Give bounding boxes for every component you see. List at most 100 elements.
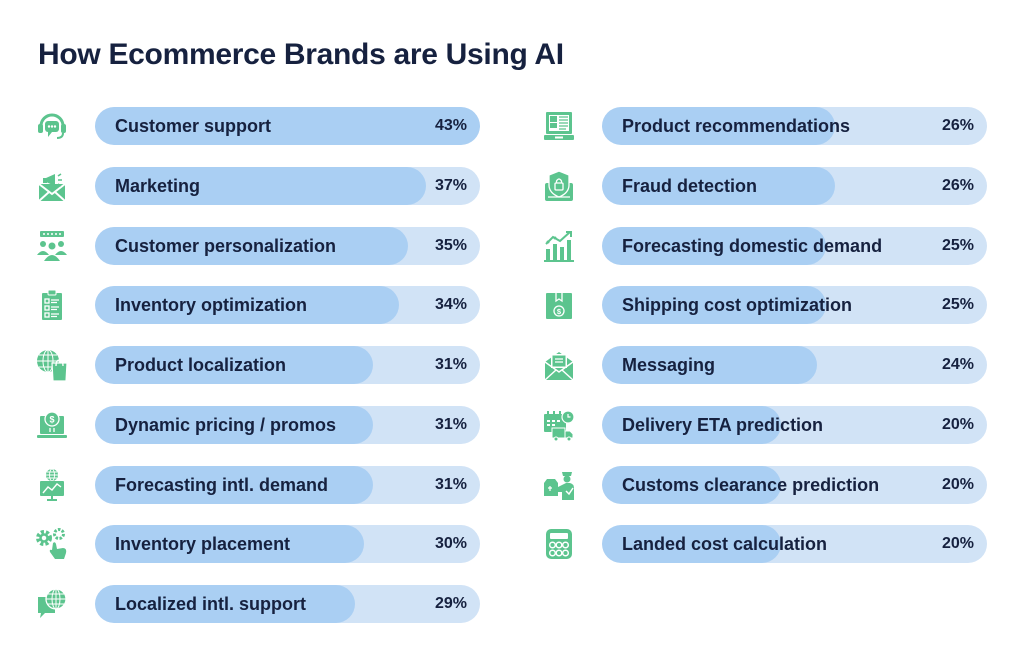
calendar-truck-icon: [541, 408, 577, 442]
headset-chat-icon: [34, 109, 70, 143]
bar-value: 25%: [941, 296, 974, 314]
customs-officer-icon: [541, 468, 577, 502]
bar-fill: [95, 465, 373, 504]
bar-label: Landed cost calculation: [622, 534, 828, 555]
bar-fill: [602, 405, 781, 444]
bar-value: 35%: [434, 236, 467, 254]
bar-fill: [602, 525, 781, 564]
bar-row-forecasting-intl-demand: Forecasting intl. demand 31%: [34, 465, 494, 504]
bar-row-customer-support: Customer support 43%: [34, 107, 494, 145]
bar-track: Delivery ETA prediction 20%: [602, 405, 987, 444]
bar-chart-trend-icon: [541, 229, 577, 263]
bar-value: 20%: [941, 535, 974, 553]
bar-track: Messaging 24%: [602, 346, 987, 384]
bar-track: Fraud detection 26%: [602, 166, 987, 205]
bar-value: 25%: [941, 236, 974, 254]
globe-speech-bubble-icon: [34, 587, 70, 621]
bar-fill: [602, 465, 781, 504]
bar-label: Localized intl. support: [115, 594, 307, 614]
bar-value: 20%: [941, 415, 974, 433]
bar-label: Product localization: [115, 355, 287, 375]
bar-value: 31%: [434, 356, 467, 373]
bar-fill: [602, 346, 817, 384]
bar-row-landed-cost-calculation: Landed cost calculation 20%: [541, 525, 1001, 564]
bar-track: Customs clearance prediction 20%: [602, 465, 987, 504]
bar-label: Inventory optimization: [115, 295, 308, 316]
bar-row-marketing: Marketing 37%: [34, 166, 494, 205]
people-rating-icon: [34, 229, 70, 263]
bar-row-delivery-eta-prediction: Delivery ETA prediction 20%: [541, 405, 1001, 444]
bar-value: 20%: [941, 475, 974, 493]
chart-title: How Ecommerce Brands are Using AI: [38, 38, 564, 71]
bar-row-shipping-cost-optimization: $ Shipping cost optimization 25%: [541, 286, 1001, 325]
bar-label: Marketing: [115, 175, 201, 196]
bar-value: 37%: [434, 176, 467, 194]
bar-label: Shipping cost optimization: [622, 295, 852, 316]
bar-label: Fraud detection: [622, 175, 758, 196]
bar-fill: [602, 166, 835, 205]
calculator-icon: [541, 527, 577, 561]
bar-track: Inventory placement 30%: [95, 525, 480, 564]
bar-fill: [602, 286, 826, 325]
bar-fill: [95, 346, 373, 384]
bar-row-inventory-optimization: Inventory optimization 34%: [34, 286, 494, 325]
bar-value: 29%: [434, 595, 467, 612]
bar-row-localized-intl-support: Localized intl. support 29%: [34, 585, 494, 623]
bar-value: 26%: [941, 117, 974, 134]
bar-row-fraud-detection: Fraud detection 26%: [541, 166, 1001, 205]
bar-fill: [95, 166, 426, 205]
bar-value: 43%: [434, 117, 467, 134]
bar-value: 24%: [941, 356, 974, 373]
bar-fill: [602, 107, 835, 145]
bar-track: Product localization 31%: [95, 346, 480, 384]
bar-track: Forecasting domestic demand 25%: [602, 226, 987, 265]
bar-row-dynamic-pricing-promos: $ Dynamic pricing / promos 31%: [34, 405, 494, 444]
bar-label: Customer support: [115, 116, 272, 136]
megaphone-envelope-icon: [34, 169, 70, 203]
bar-label: Dynamic pricing / promos: [115, 414, 337, 435]
bar-label: Forecasting intl. demand: [115, 474, 329, 495]
bar-fill: [95, 286, 399, 325]
bar-track: Inventory optimization 34%: [95, 286, 480, 325]
shield-lock-icon: [541, 169, 577, 203]
left-column: Customer support 43% Marketing 37% Customer …: [34, 107, 494, 645]
bar-value: 31%: [434, 415, 467, 433]
globe-monitor-chart-icon: [34, 468, 70, 502]
bar-row-messaging: Messaging 24%: [541, 346, 1001, 384]
bar-track: Product recommendations 26%: [602, 107, 987, 145]
bar-track: Forecasting intl. demand 31%: [95, 465, 480, 504]
bar-value: 34%: [434, 296, 467, 314]
bar-fill: [95, 525, 364, 564]
bar-label: Delivery ETA prediction: [622, 414, 824, 435]
bar-row-customs-clearance-prediction: Customs clearance prediction 20%: [541, 465, 1001, 504]
svg-text:$: $: [557, 307, 562, 316]
bar-label: Inventory placement: [115, 534, 291, 555]
gears-hand-icon: [34, 527, 70, 561]
bar-value: 26%: [941, 176, 974, 194]
bar-fill: [95, 107, 480, 145]
bar-label: Forecasting domestic demand: [622, 235, 883, 256]
envelope-letter-icon: [541, 348, 577, 382]
laptop-dollar-icon: $: [34, 408, 70, 442]
bar-label: Customs clearance prediction: [622, 474, 880, 495]
clipboard-checklist-icon: [34, 288, 70, 322]
bar-label: Messaging: [622, 355, 716, 375]
bar-track: Landed cost calculation 20%: [602, 525, 987, 564]
bar-track: Marketing 37%: [95, 166, 480, 205]
bar-value: 31%: [434, 475, 467, 493]
bar-row-forecasting-domestic-demand: Forecasting domestic demand 25%: [541, 226, 1001, 265]
bar-fill: [602, 226, 826, 265]
bar-track: Shipping cost optimization 25%: [602, 286, 987, 325]
laptop-product-icon: [541, 109, 577, 143]
bar-track: Customer personalization 35%: [95, 226, 480, 265]
bar-fill: [95, 585, 355, 623]
bar-row-customer-personalization: Customer personalization 35%: [34, 226, 494, 265]
bar-value: 30%: [434, 535, 467, 553]
bar-fill: [95, 226, 408, 265]
box-dollar-icon: $: [541, 288, 577, 322]
bar-row-inventory-placement: Inventory placement 30%: [34, 525, 494, 564]
globe-shopping-bag-icon: [34, 348, 70, 382]
bar-label: Product recommendations: [622, 116, 851, 136]
bar-label: Customer personalization: [115, 235, 337, 256]
bar-track: Customer support 43%: [95, 107, 480, 145]
